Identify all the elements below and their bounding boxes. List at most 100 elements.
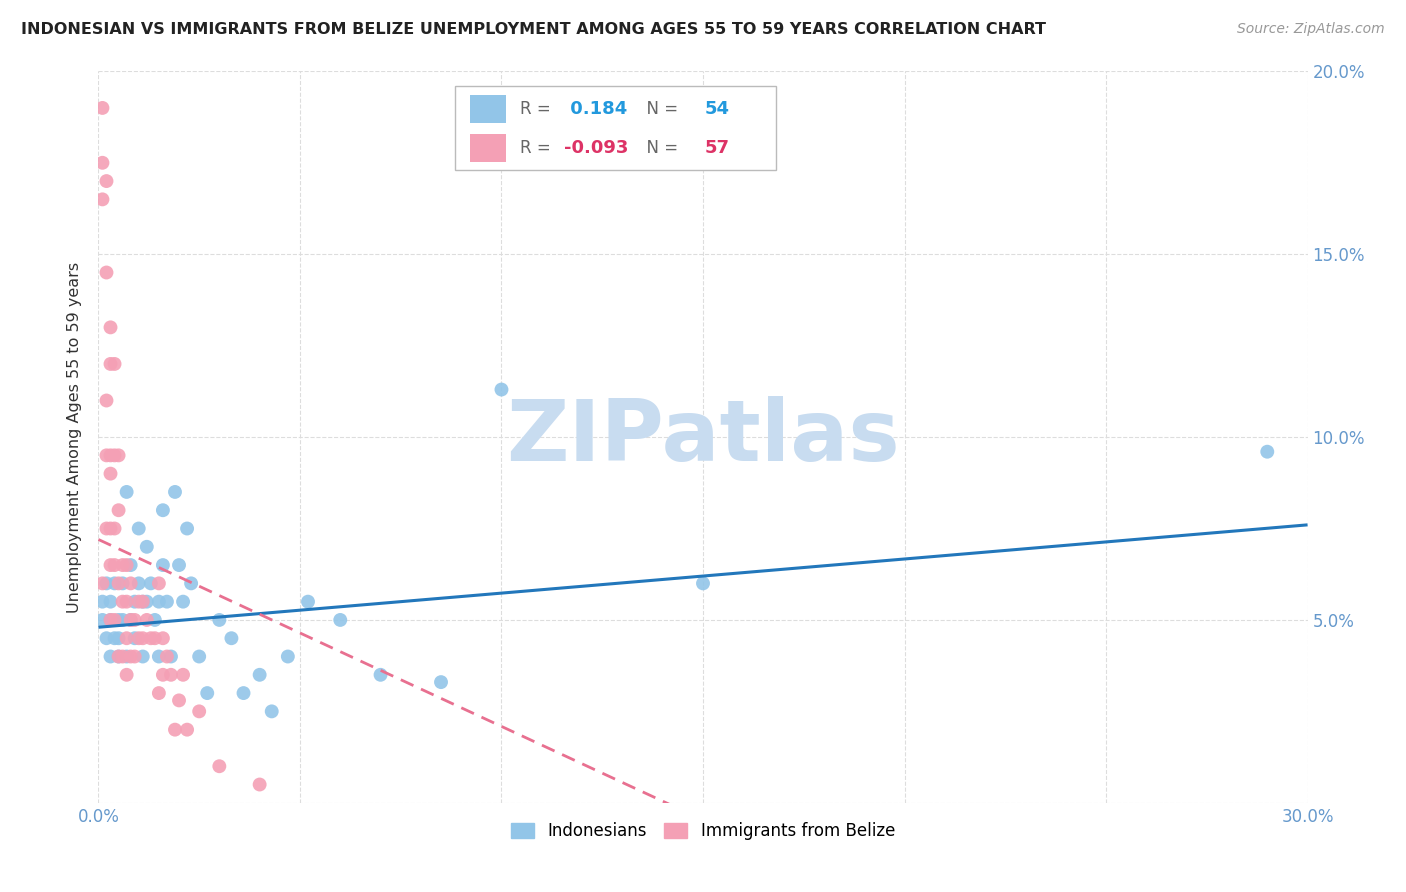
Point: [115, 594, 138, 608]
Point: [107, 649, 129, 664]
Text: 0.184: 0.184: [564, 101, 627, 119]
Point: [132, 649, 155, 664]
Point: [96, 393, 118, 408]
Point: [107, 613, 129, 627]
Point: [124, 613, 146, 627]
Point: [111, 558, 134, 573]
Point: [115, 667, 138, 681]
Text: 57: 57: [704, 139, 730, 157]
Point: [100, 448, 122, 462]
Point: [135, 594, 157, 608]
Point: [160, 649, 183, 664]
Point: [91, 101, 114, 115]
Point: [91, 576, 114, 591]
Point: [156, 649, 179, 664]
Point: [167, 693, 190, 707]
Point: [163, 485, 186, 500]
Point: [148, 594, 170, 608]
Point: [96, 521, 118, 535]
Point: [100, 649, 122, 664]
Point: [120, 576, 142, 591]
Point: [103, 632, 125, 646]
Point: [100, 558, 122, 573]
Point: [124, 594, 146, 608]
Point: [115, 632, 138, 646]
Point: [132, 594, 155, 608]
Point: [100, 613, 122, 627]
Point: [96, 266, 118, 280]
Point: [180, 576, 202, 591]
Point: [491, 383, 513, 397]
Point: [132, 632, 155, 646]
Point: [249, 778, 271, 792]
Point: [139, 632, 162, 646]
Y-axis label: Unemployment Among Ages 55 to 59 years: Unemployment Among Ages 55 to 59 years: [67, 261, 83, 613]
Point: [148, 649, 170, 664]
Text: 54: 54: [704, 101, 730, 119]
Point: [139, 576, 162, 591]
Point: [107, 448, 129, 462]
Point: [143, 632, 166, 646]
Point: [100, 594, 122, 608]
Point: [128, 594, 150, 608]
Point: [111, 613, 134, 627]
Point: [120, 613, 142, 627]
Point: [107, 503, 129, 517]
Point: [91, 156, 114, 170]
Point: [188, 649, 211, 664]
Text: INDONESIAN VS IMMIGRANTS FROM BELIZE UNEMPLOYMENT AMONG AGES 55 TO 59 YEARS CORR: INDONESIAN VS IMMIGRANTS FROM BELIZE UNE…: [21, 22, 1046, 37]
Point: [152, 667, 174, 681]
Point: [148, 686, 170, 700]
Point: [111, 594, 134, 608]
Point: [107, 649, 129, 664]
Point: [91, 594, 114, 608]
Point: [208, 613, 231, 627]
Point: [143, 613, 166, 627]
Point: [152, 558, 174, 573]
Point: [100, 320, 122, 334]
Point: [128, 632, 150, 646]
Point: [260, 705, 283, 719]
Bar: [470, 135, 506, 162]
Text: N =: N =: [637, 139, 683, 157]
Point: [167, 558, 190, 573]
Text: ZIPatlas: ZIPatlas: [506, 395, 900, 479]
Point: [249, 667, 271, 681]
Point: [107, 632, 129, 646]
Point: [91, 613, 114, 627]
Point: [277, 649, 299, 664]
Point: [111, 576, 134, 591]
FancyBboxPatch shape: [456, 86, 776, 170]
Point: [329, 613, 352, 627]
Point: [111, 649, 134, 664]
Point: [132, 594, 155, 608]
Point: [135, 540, 157, 554]
Point: [370, 667, 392, 681]
Point: [96, 174, 118, 188]
Point: [208, 759, 231, 773]
Point: [297, 594, 319, 608]
Bar: [470, 95, 506, 123]
Text: Source: ZipAtlas.com: Source: ZipAtlas.com: [1237, 22, 1385, 37]
Point: [430, 675, 453, 690]
Legend: Indonesians, Immigrants from Belize: Indonesians, Immigrants from Belize: [505, 816, 901, 847]
Point: [103, 448, 125, 462]
Point: [96, 632, 118, 646]
Point: [128, 521, 150, 535]
Point: [120, 649, 142, 664]
Point: [115, 485, 138, 500]
Point: [1256, 444, 1278, 458]
Point: [152, 632, 174, 646]
Point: [103, 521, 125, 535]
Point: [172, 594, 194, 608]
Point: [172, 667, 194, 681]
Point: [120, 558, 142, 573]
Point: [91, 192, 114, 206]
Point: [103, 576, 125, 591]
Point: [156, 594, 179, 608]
Point: [692, 576, 714, 591]
Point: [176, 723, 198, 737]
Point: [115, 558, 138, 573]
Point: [107, 576, 129, 591]
Point: [100, 613, 122, 627]
